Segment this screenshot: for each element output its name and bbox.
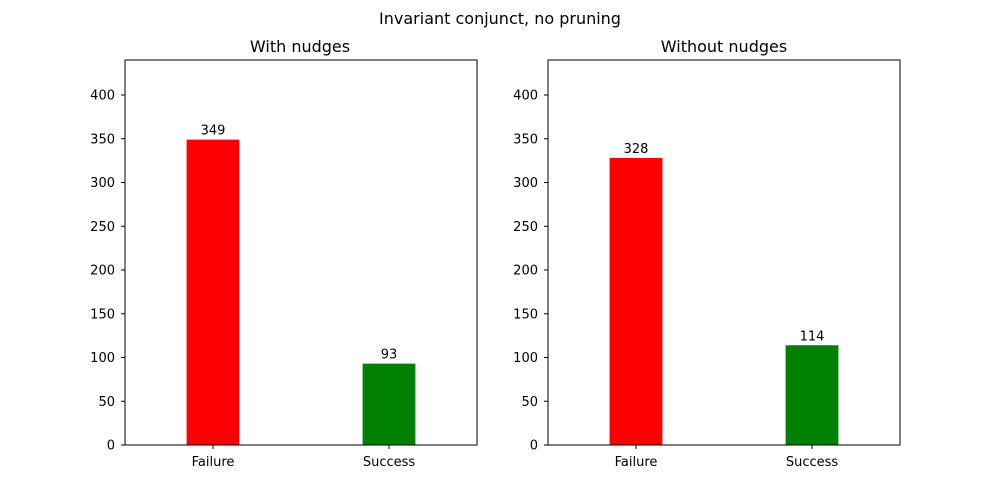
without-nudges-success-value-label: 114 bbox=[800, 329, 825, 344]
without-nudges-y-tick-label-50: 50 bbox=[521, 395, 538, 410]
figure-suptitle: Invariant conjunct, no pruning bbox=[379, 9, 621, 28]
with-nudges-y-tick-label-200: 200 bbox=[90, 264, 115, 279]
with-nudges-failure-value-label: 349 bbox=[201, 124, 226, 139]
with-nudges-y-tick-label-400: 400 bbox=[90, 89, 115, 104]
with-nudges-axes-frame bbox=[124, 59, 478, 446]
without-nudges-y-tick-label-0: 0 bbox=[530, 439, 538, 454]
without-nudges-failure-value-label: 328 bbox=[624, 142, 649, 157]
with-nudges-y-tick-label-0: 0 bbox=[107, 439, 115, 454]
without-nudges-y-tick-label-100: 100 bbox=[513, 351, 538, 366]
without-nudges-plot-area: 0 50 100 150 200 250 300 350 400 328 Failure 114 Suc… bbox=[513, 59, 901, 470]
with-nudges-plot-area: 0 50 100 150 200 250 300 350 400 349 Failure 93 Succ… bbox=[90, 59, 478, 470]
with-nudges-y-tick-label-350: 350 bbox=[90, 132, 115, 147]
with-nudges-y-tick-label-150: 150 bbox=[90, 307, 115, 322]
without-nudges-axes-frame bbox=[547, 59, 901, 446]
without-nudges-y-tick-label-200: 200 bbox=[513, 264, 538, 279]
without-nudges-y-tick-label-250: 250 bbox=[513, 220, 538, 235]
with-nudges-success-bar bbox=[362, 363, 416, 445]
with-nudges-panel: With nudges 0 50 100 150 200 250 300 350 400 349 F… bbox=[90, 37, 478, 470]
without-nudges-title: Without nudges bbox=[661, 37, 787, 56]
with-nudges-title: With nudges bbox=[250, 37, 350, 56]
without-nudges-y-tick-label-400: 400 bbox=[513, 89, 538, 104]
without-nudges-x-tick-label-failure: Failure bbox=[615, 455, 658, 470]
without-nudges-y-tick-label-300: 300 bbox=[513, 176, 538, 191]
with-nudges-failure-bar bbox=[186, 139, 240, 445]
without-nudges-panel: Without nudges 0 50 100 150 200 250 300 350 400 3… bbox=[513, 37, 901, 470]
with-nudges-x-tick-label-success: Success bbox=[363, 455, 416, 470]
without-nudges-success-bar bbox=[785, 345, 839, 445]
with-nudges-success-value-label: 93 bbox=[381, 348, 398, 363]
with-nudges-y-tick-label-250: 250 bbox=[90, 220, 115, 235]
without-nudges-failure-bar bbox=[609, 158, 663, 445]
with-nudges-x-tick-label-failure: Failure bbox=[192, 455, 235, 470]
without-nudges-y-tick-label-350: 350 bbox=[513, 132, 538, 147]
without-nudges-x-tick-label-success: Success bbox=[786, 455, 839, 470]
with-nudges-y-tick-label-100: 100 bbox=[90, 351, 115, 366]
with-nudges-y-tick-label-50: 50 bbox=[98, 395, 115, 410]
without-nudges-y-tick-label-150: 150 bbox=[513, 307, 538, 322]
with-nudges-y-tick-label-300: 300 bbox=[90, 176, 115, 191]
